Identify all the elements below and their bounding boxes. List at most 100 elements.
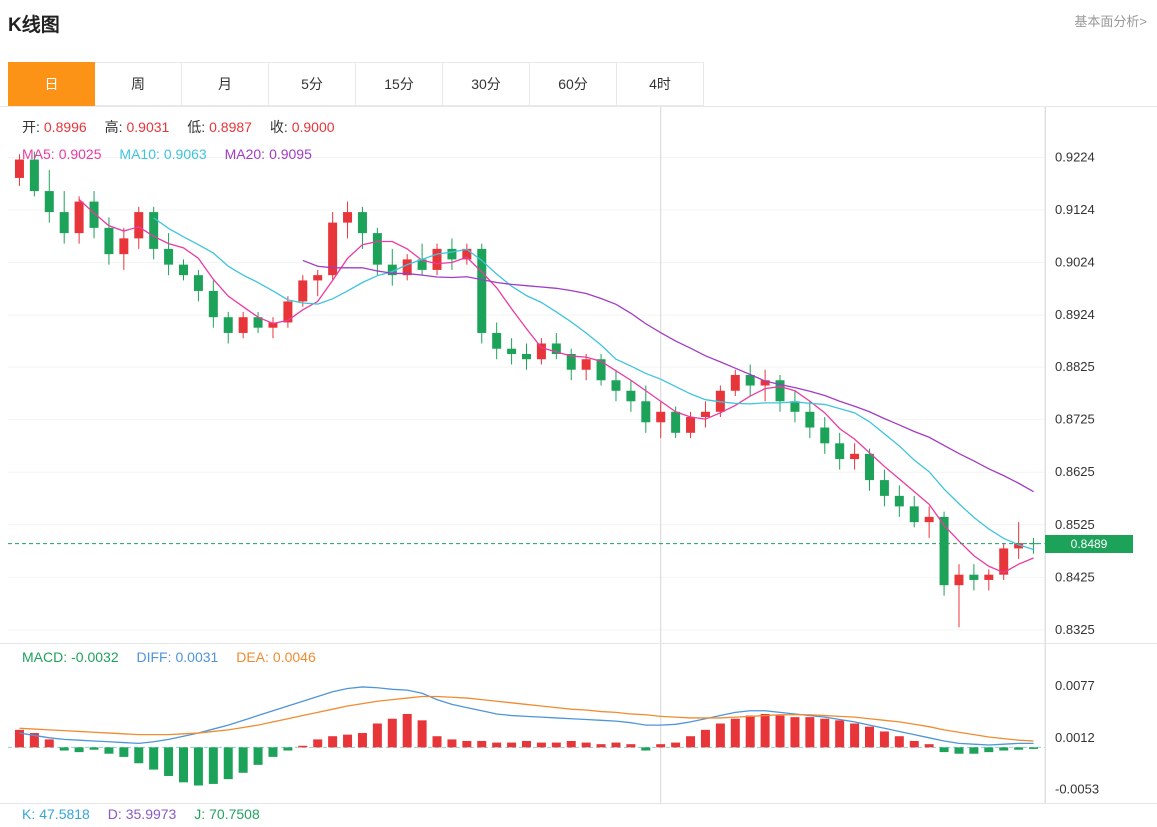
candle	[924, 516, 934, 523]
tab-周[interactable]: 周	[95, 62, 182, 106]
candle	[865, 453, 874, 481]
candle	[328, 222, 338, 276]
candle	[820, 427, 830, 444]
candle	[253, 317, 263, 328]
diff-line	[19, 686, 1034, 746]
macd-y-tick: -0.0053	[1055, 781, 1099, 796]
macd-bar	[89, 747, 99, 750]
ma10-line	[153, 217, 1034, 551]
macd-label: MACD:	[22, 649, 68, 665]
macd-bar	[745, 715, 755, 748]
candle	[179, 264, 188, 276]
candle	[193, 275, 203, 291]
tab-60分[interactable]: 60分	[530, 62, 617, 106]
candle	[760, 380, 770, 386]
tab-15分[interactable]: 15分	[356, 62, 443, 106]
macd-bar	[313, 739, 323, 748]
d-label: D:	[107, 806, 122, 822]
macd-bar	[894, 736, 904, 748]
macd-bar	[566, 740, 576, 748]
macd-bar	[656, 744, 666, 748]
close-value: 0.9000	[291, 119, 335, 135]
kdj-readout: K: 47.5818 D: 35.9973 J: 70.7508	[22, 806, 264, 822]
macd-bar	[119, 747, 129, 757]
candle	[879, 480, 889, 496]
macd-bar	[164, 747, 174, 776]
macd-chart[interactable]: 0.0077 0.0012 -0.0053	[0, 644, 1157, 803]
diff-value: 0.0031	[175, 649, 219, 665]
candle	[208, 290, 218, 318]
diff-label: DIFF:	[136, 649, 172, 665]
main-y-tick: 0.9024	[1055, 255, 1095, 270]
main-y-tick: 0.8525	[1055, 517, 1095, 532]
macd-bar	[29, 733, 39, 748]
macd-bar	[14, 729, 24, 748]
macd-bar	[432, 736, 442, 748]
candle	[522, 353, 531, 360]
ma5-label: MA5:	[22, 146, 55, 162]
candle	[343, 212, 353, 223]
panel-separator-bottom	[0, 803, 1157, 804]
k-label: K:	[22, 806, 36, 822]
candle	[74, 201, 84, 234]
candle	[790, 401, 800, 412]
macd-bar	[193, 747, 203, 786]
main-y-tick: 0.8825	[1055, 359, 1095, 374]
tab-30分[interactable]: 30分	[443, 62, 530, 106]
macd-bar	[641, 747, 651, 751]
high-label: 高:	[104, 119, 123, 135]
tab-日[interactable]: 日	[8, 62, 95, 106]
candle	[536, 343, 546, 360]
candle	[686, 417, 696, 433]
macd-bar	[417, 720, 427, 748]
ohlc-readout: 开: 0.8996 高: 0.9031 低: 0.8987 收: 0.9000	[22, 117, 339, 137]
macd-value: -0.0032	[71, 649, 119, 665]
macd-bar	[835, 720, 845, 748]
macd-bar	[462, 740, 472, 748]
macd-bar	[984, 747, 994, 753]
ma20-value: 0.9095	[269, 146, 312, 162]
main-y-tick: 0.8725	[1055, 412, 1095, 427]
main-grid	[8, 156, 1045, 631]
macd-bar	[372, 723, 382, 748]
macd-bar	[909, 740, 919, 748]
open-value: 0.8996	[43, 119, 87, 135]
candle	[89, 201, 99, 228]
close-label: 收:	[269, 119, 288, 135]
dea-label: DEA:	[236, 649, 269, 665]
candle	[119, 238, 129, 255]
macd-bar	[268, 747, 278, 757]
fundamental-analysis-link[interactable]: 基本面分析>	[1074, 14, 1147, 29]
macd-bar	[671, 742, 681, 748]
main-y-tick: 0.8325	[1055, 622, 1095, 637]
price-axis-border	[1045, 107, 1046, 803]
candle	[939, 516, 949, 586]
macd-bar	[626, 744, 636, 748]
candle	[313, 275, 323, 281]
tab-月[interactable]: 月	[182, 62, 269, 106]
tab-4时[interactable]: 4时	[617, 62, 704, 106]
candle	[492, 332, 502, 349]
candle	[835, 443, 845, 460]
candle	[223, 317, 233, 333]
candle	[357, 212, 367, 234]
interval-tab-bar: 日周月 5分 15分 30分 60分 4时	[8, 62, 1157, 106]
candle	[14, 159, 24, 178]
macd-bar	[730, 718, 740, 748]
candle	[134, 212, 144, 239]
macd-bar	[760, 713, 770, 748]
macd-bar	[208, 747, 218, 784]
macd-bar	[283, 747, 293, 751]
tab-5分[interactable]: 5分	[269, 62, 356, 106]
main-y-tick: 0.8425	[1055, 569, 1095, 584]
macd-bar	[357, 733, 367, 748]
candle	[149, 212, 159, 249]
candlestick-chart[interactable]: 0.9224 0.9124 0.9024 0.8924 0.8825 0.8725 0.86…	[0, 107, 1157, 643]
candle	[1014, 543, 1024, 549]
macd-bar	[820, 718, 830, 748]
ma10-value: 0.9063	[163, 146, 207, 162]
macd-bar	[387, 718, 397, 748]
candle	[626, 390, 636, 402]
macd-bar	[969, 747, 979, 754]
macd-bar	[686, 736, 696, 748]
